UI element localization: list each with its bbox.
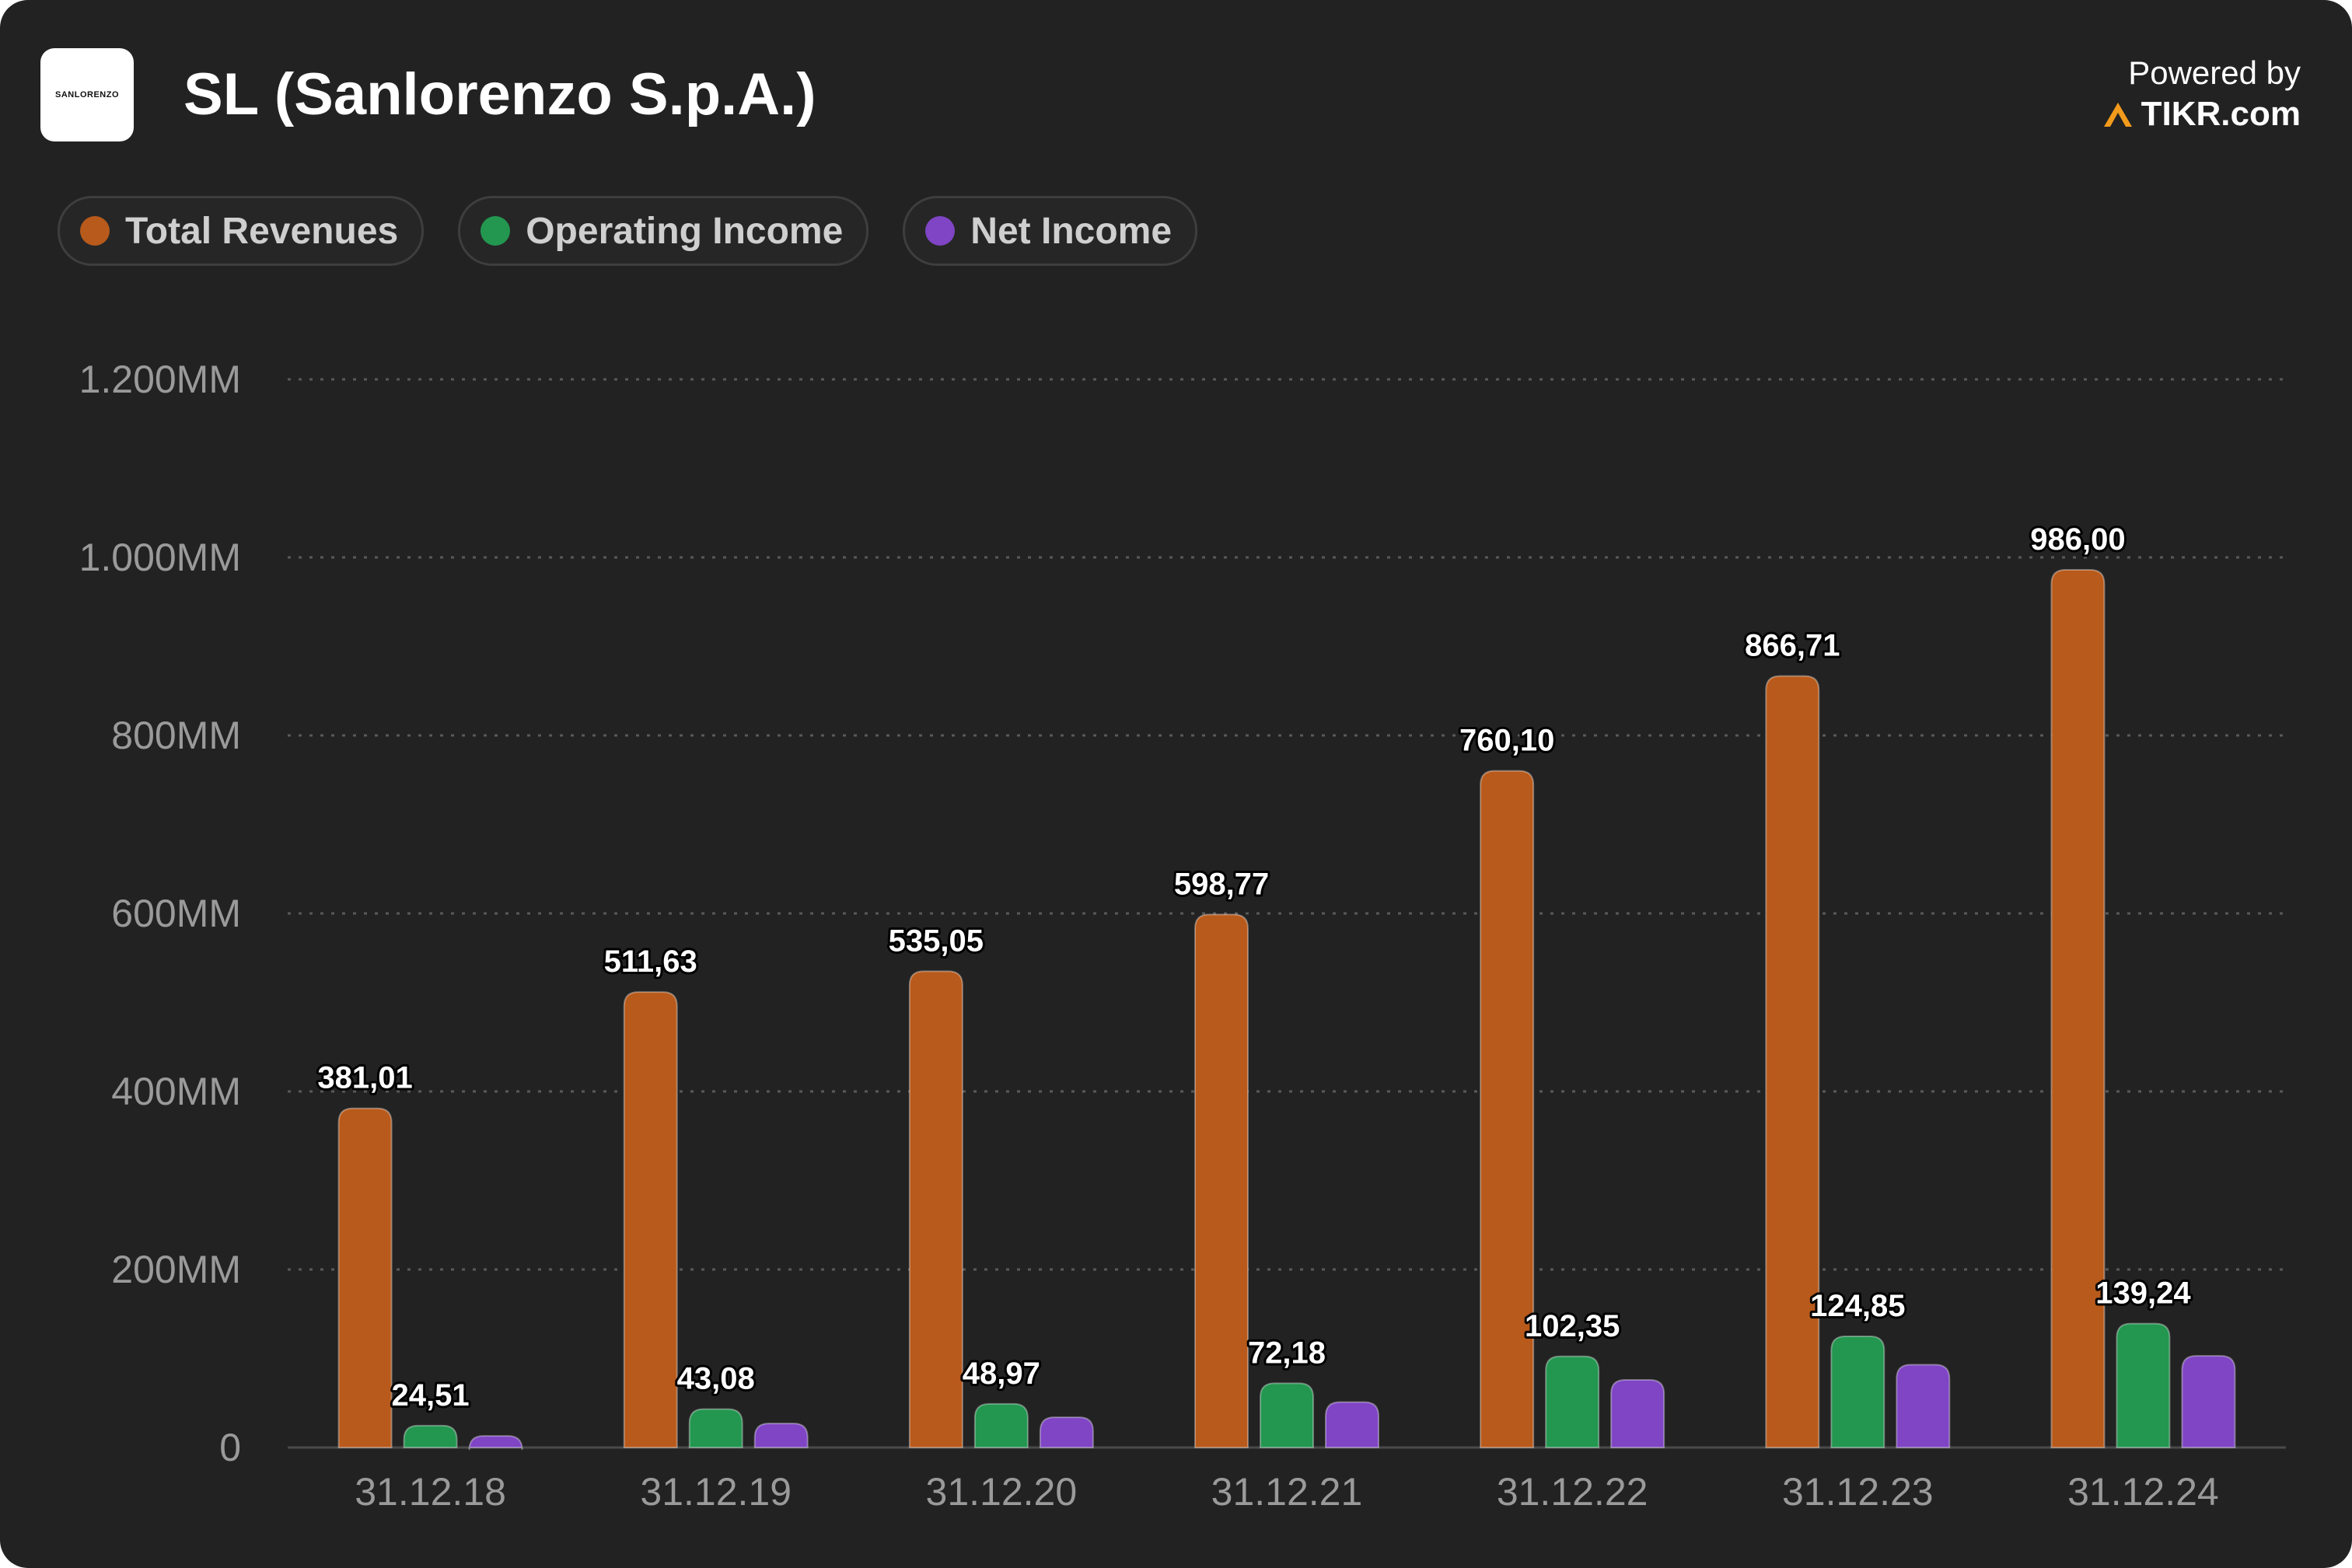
tikr-logo-icon — [2103, 103, 2132, 127]
powered-by-label: Powered by — [2128, 54, 2301, 91]
bar-total-revenues — [1480, 770, 1535, 1448]
bar-operating-income — [1545, 1355, 1600, 1448]
company-logo: SANLORENZO — [40, 48, 134, 141]
legend-item-total-revenues[interactable]: Total Revenues — [58, 196, 425, 266]
bar-total-revenues — [337, 1107, 393, 1448]
bar-operating-income — [2116, 1322, 2171, 1448]
data-label-operating-income: 43,08 — [677, 1362, 755, 1396]
data-label-operating-income: 24,51 — [392, 1378, 470, 1413]
bar-total-revenues — [2050, 569, 2106, 1448]
legend-label-total-revenues: Total Revenues — [125, 210, 399, 252]
bar-net-income — [1610, 1378, 1665, 1448]
data-label-operating-income: 124,85 — [1810, 1289, 1905, 1323]
bar-total-revenues — [623, 991, 678, 1448]
bar-total-revenues — [908, 970, 963, 1448]
data-label-total-revenues: 598,77 — [1174, 867, 1269, 901]
page-title: SL (Sanlorenzo S.p.A.) — [183, 61, 816, 127]
x-tick-label: 31.12.23 — [1782, 1470, 1934, 1514]
bar-operating-income — [1260, 1382, 1314, 1448]
data-label-total-revenues: 511,63 — [604, 945, 697, 979]
bar-operating-income — [403, 1424, 458, 1448]
data-label-operating-income: 48,97 — [963, 1357, 1040, 1391]
data-label-operating-income: 139,24 — [2095, 1276, 2191, 1311]
legend-dot-net-income — [925, 216, 956, 246]
data-label-total-revenues: 760,10 — [1459, 724, 1554, 758]
y-tick-label: 1.000MM — [79, 536, 241, 579]
bar-net-income — [753, 1423, 809, 1448]
chart-legend: Total Revenues Operating Income Net Inco… — [58, 196, 1198, 266]
data-label-total-revenues: 866,71 — [1745, 629, 1840, 663]
legend-item-net-income[interactable]: Net Income — [903, 196, 1198, 266]
brand-label: TIKR.com — [2141, 95, 2301, 133]
x-tick-label: 31.12.18 — [355, 1470, 506, 1514]
y-tick-label: 600MM — [111, 892, 241, 935]
x-tick-label: 31.12.20 — [926, 1470, 1078, 1514]
bar-operating-income — [688, 1408, 743, 1448]
bar-total-revenues — [1194, 913, 1249, 1448]
data-label-total-revenues: 986,00 — [2030, 522, 2125, 557]
y-tick-label: 800MM — [111, 714, 241, 757]
x-tick-label: 31.12.19 — [640, 1470, 792, 1514]
bar-total-revenues — [1765, 675, 1820, 1448]
legend-dot-total-revenues — [80, 216, 110, 246]
y-tick-label: 1.200MM — [79, 358, 241, 401]
legend-dot-operating-income — [481, 216, 511, 246]
bar-net-income — [1896, 1364, 1951, 1448]
bar-operating-income — [1830, 1336, 1885, 1448]
data-label-operating-income: 102,35 — [1525, 1309, 1620, 1343]
y-tick-label: 200MM — [111, 1248, 241, 1291]
data-label-total-revenues: 381,01 — [317, 1061, 412, 1095]
y-tick-label: 400MM — [111, 1070, 241, 1113]
x-tick-label: 31.12.21 — [1211, 1470, 1363, 1514]
powered-by-badge[interactable]: Powered by TIKR.com — [2102, 53, 2301, 135]
brand-link[interactable]: TIKR.com — [2102, 93, 2301, 135]
legend-label-operating-income: Operating Income — [526, 210, 844, 252]
data-label-total-revenues: 535,05 — [889, 924, 984, 958]
logo-text: SANLORENZO — [55, 90, 119, 100]
data-label-operating-income: 72,18 — [1248, 1336, 1326, 1370]
bar-operating-income — [973, 1402, 1029, 1448]
bar-net-income — [1325, 1401, 1379, 1448]
bar-net-income — [468, 1435, 523, 1451]
legend-label-net-income: Net Income — [970, 210, 1173, 252]
x-tick-label: 31.12.22 — [1497, 1470, 1648, 1514]
y-tick-label: 0 — [219, 1426, 241, 1469]
x-tick-label: 31.12.24 — [2067, 1470, 2219, 1514]
bar-net-income — [1039, 1416, 1094, 1448]
bar-net-income — [2181, 1355, 2236, 1448]
legend-item-operating-income[interactable]: Operating Income — [458, 196, 869, 266]
